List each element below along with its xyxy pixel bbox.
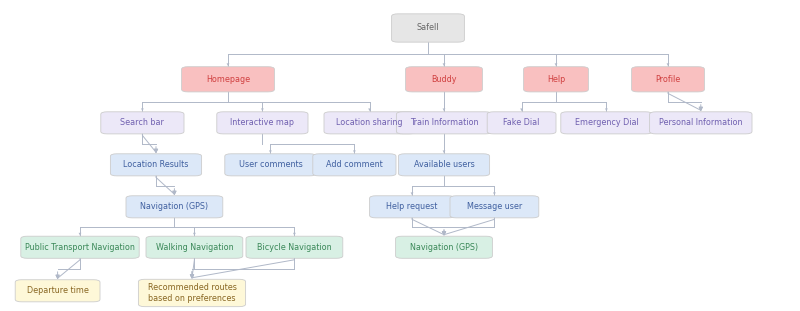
FancyBboxPatch shape [182, 67, 274, 92]
FancyBboxPatch shape [324, 112, 415, 134]
Text: Bicycle Navigation: Bicycle Navigation [257, 243, 332, 252]
Text: Help: Help [547, 75, 565, 84]
Text: Walking Navigation: Walking Navigation [155, 243, 234, 252]
Text: Location Results: Location Results [123, 160, 189, 169]
Text: Interactive map: Interactive map [230, 118, 294, 127]
FancyBboxPatch shape [217, 112, 308, 134]
FancyBboxPatch shape [225, 154, 316, 176]
FancyBboxPatch shape [246, 236, 343, 258]
Text: Profile: Profile [655, 75, 681, 84]
FancyBboxPatch shape [15, 280, 100, 302]
FancyBboxPatch shape [21, 236, 139, 258]
FancyBboxPatch shape [398, 154, 490, 176]
Text: Emergency Dial: Emergency Dial [574, 118, 638, 127]
FancyBboxPatch shape [138, 279, 246, 307]
Text: Buddy: Buddy [431, 75, 457, 84]
FancyBboxPatch shape [146, 236, 243, 258]
Text: Message user: Message user [466, 202, 522, 211]
FancyBboxPatch shape [450, 196, 539, 218]
Text: Available users: Available users [414, 160, 474, 169]
Text: Personal Information: Personal Information [659, 118, 742, 127]
Text: Public Transport Navigation: Public Transport Navigation [25, 243, 135, 252]
FancyBboxPatch shape [561, 112, 652, 134]
Text: Location sharing: Location sharing [336, 118, 403, 127]
FancyBboxPatch shape [632, 67, 704, 92]
Text: Search bar: Search bar [121, 118, 164, 127]
Text: Train Information: Train Information [410, 118, 478, 127]
Text: Navigation (GPS): Navigation (GPS) [410, 243, 478, 252]
Text: SafeII: SafeII [417, 24, 439, 32]
Text: Fake Dial: Fake Dial [503, 118, 540, 127]
FancyBboxPatch shape [392, 14, 464, 42]
Text: Homepage: Homepage [206, 75, 250, 84]
FancyBboxPatch shape [126, 196, 222, 218]
FancyBboxPatch shape [396, 236, 493, 258]
FancyBboxPatch shape [397, 112, 491, 134]
FancyBboxPatch shape [487, 112, 556, 134]
FancyBboxPatch shape [406, 67, 482, 92]
FancyBboxPatch shape [650, 112, 752, 134]
Text: Recommended routes
based on preferences: Recommended routes based on preferences [147, 283, 237, 303]
Text: Help request: Help request [386, 202, 438, 211]
FancyBboxPatch shape [110, 154, 202, 176]
FancyBboxPatch shape [101, 112, 184, 134]
FancyBboxPatch shape [524, 67, 588, 92]
Text: Navigation (GPS): Navigation (GPS) [140, 202, 209, 211]
FancyBboxPatch shape [313, 154, 396, 176]
FancyBboxPatch shape [370, 196, 454, 218]
Text: User comments: User comments [238, 160, 302, 169]
Text: Departure time: Departure time [26, 286, 89, 295]
Text: Add comment: Add comment [326, 160, 382, 169]
